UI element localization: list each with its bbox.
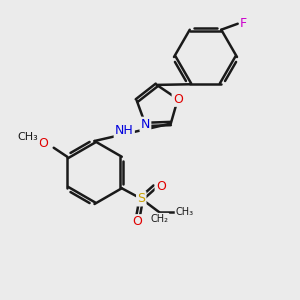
Text: S: S	[137, 192, 145, 205]
Text: NH: NH	[115, 124, 134, 137]
Text: N: N	[141, 118, 150, 131]
Text: CH₃: CH₃	[176, 207, 194, 217]
Text: CH₃: CH₃	[18, 132, 39, 142]
Text: F: F	[240, 17, 247, 30]
Text: O: O	[156, 180, 166, 193]
Text: O: O	[132, 215, 142, 228]
Text: O: O	[173, 93, 183, 106]
Text: CH₂: CH₂	[150, 214, 168, 224]
Text: O: O	[38, 137, 48, 150]
